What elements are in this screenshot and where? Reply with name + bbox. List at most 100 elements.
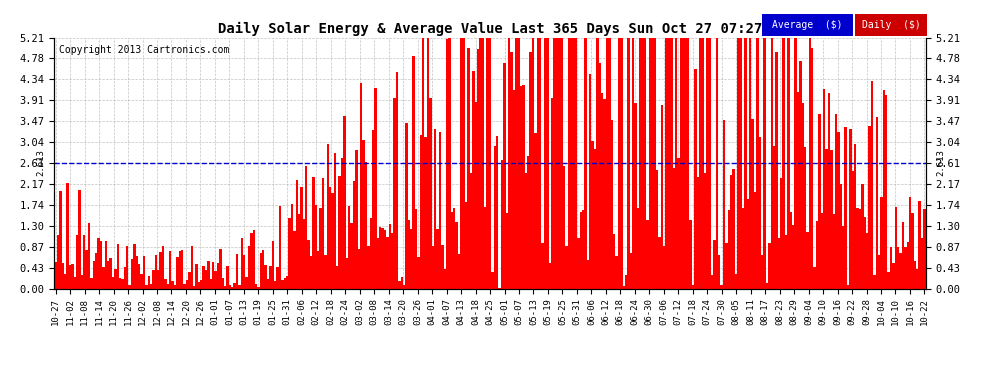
- Bar: [596, 38, 599, 289]
- Bar: [675, 38, 677, 289]
- Bar: [844, 127, 846, 289]
- Bar: [255, 284, 257, 289]
- Bar: [608, 38, 611, 289]
- Bar: [887, 272, 890, 289]
- Bar: [427, 38, 430, 289]
- Bar: [851, 171, 854, 289]
- Bar: [651, 38, 653, 289]
- Bar: [134, 244, 136, 289]
- Bar: [401, 277, 403, 289]
- Bar: [352, 181, 355, 289]
- Bar: [246, 277, 248, 289]
- Bar: [109, 258, 112, 289]
- FancyBboxPatch shape: [762, 13, 853, 36]
- Bar: [782, 38, 785, 289]
- Bar: [716, 38, 718, 289]
- Bar: [648, 38, 651, 289]
- Bar: [224, 286, 227, 289]
- Bar: [455, 222, 457, 289]
- Bar: [579, 211, 582, 289]
- Bar: [498, 288, 501, 289]
- Bar: [81, 275, 83, 289]
- Bar: [587, 260, 589, 289]
- Bar: [804, 147, 806, 289]
- Bar: [558, 38, 560, 289]
- Bar: [148, 276, 149, 289]
- Bar: [868, 126, 871, 289]
- Bar: [474, 102, 477, 289]
- Bar: [838, 132, 840, 289]
- Bar: [914, 261, 916, 289]
- Bar: [222, 278, 224, 289]
- Bar: [611, 120, 613, 289]
- Bar: [542, 243, 544, 289]
- Bar: [415, 209, 417, 289]
- Bar: [811, 48, 814, 289]
- Bar: [152, 270, 154, 289]
- Bar: [300, 187, 303, 289]
- Bar: [293, 231, 296, 289]
- Bar: [733, 169, 735, 289]
- Bar: [921, 238, 924, 289]
- Bar: [271, 241, 274, 289]
- Bar: [188, 272, 190, 289]
- Bar: [491, 272, 494, 289]
- Bar: [219, 249, 222, 289]
- Bar: [234, 283, 236, 289]
- Bar: [83, 235, 85, 289]
- Bar: [535, 133, 537, 289]
- Bar: [102, 267, 105, 289]
- Bar: [477, 49, 479, 289]
- Bar: [892, 262, 895, 289]
- Bar: [183, 284, 186, 289]
- Bar: [360, 82, 362, 289]
- Bar: [217, 263, 219, 289]
- Bar: [100, 241, 102, 289]
- Bar: [806, 232, 809, 289]
- Bar: [97, 237, 100, 289]
- Bar: [858, 209, 861, 289]
- Bar: [56, 234, 59, 289]
- Bar: [369, 218, 372, 289]
- Bar: [658, 237, 660, 289]
- Bar: [413, 56, 415, 289]
- Bar: [176, 257, 178, 289]
- Bar: [286, 276, 288, 289]
- Bar: [129, 285, 131, 289]
- FancyBboxPatch shape: [855, 13, 928, 36]
- Bar: [828, 93, 831, 289]
- Bar: [778, 238, 780, 289]
- Bar: [146, 285, 148, 289]
- Bar: [484, 207, 486, 289]
- Bar: [863, 217, 866, 289]
- Bar: [758, 137, 761, 289]
- Bar: [924, 209, 926, 289]
- Bar: [672, 168, 675, 289]
- Bar: [599, 63, 601, 289]
- Bar: [713, 240, 716, 289]
- Bar: [861, 184, 863, 289]
- Bar: [632, 38, 635, 289]
- Bar: [405, 123, 408, 289]
- Bar: [410, 229, 413, 289]
- Bar: [501, 160, 503, 289]
- Bar: [680, 38, 682, 289]
- Bar: [227, 266, 229, 289]
- Bar: [787, 38, 790, 289]
- Bar: [616, 256, 618, 289]
- Bar: [334, 153, 336, 289]
- Bar: [768, 243, 770, 289]
- Bar: [212, 262, 215, 289]
- Bar: [560, 38, 563, 289]
- Bar: [816, 221, 819, 289]
- Bar: [706, 38, 709, 289]
- Bar: [871, 81, 873, 289]
- Bar: [694, 69, 697, 289]
- Bar: [532, 38, 535, 289]
- Bar: [677, 158, 680, 289]
- Bar: [756, 38, 758, 289]
- Bar: [446, 39, 448, 289]
- Bar: [126, 246, 129, 289]
- Bar: [348, 206, 350, 289]
- Bar: [763, 38, 765, 289]
